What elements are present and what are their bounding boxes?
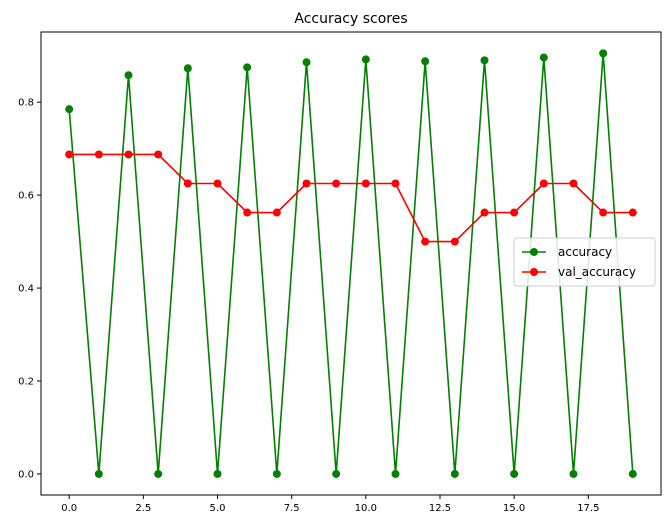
legend-marker	[530, 248, 538, 256]
data-point	[65, 150, 74, 159]
x-tick-label: 2.5	[135, 503, 151, 514]
data-point	[450, 237, 459, 246]
data-point	[480, 208, 489, 217]
data-point	[599, 208, 608, 217]
x-tick-label: 12.5	[429, 503, 451, 514]
series-layer	[65, 49, 637, 478]
legend-item: val_accuracy	[522, 265, 636, 279]
y-tick-label: 0.2	[18, 377, 34, 388]
data-point	[510, 469, 519, 478]
data-point	[421, 57, 430, 66]
x-axis: 0.0 2.5 5.0 7.5 10.0 12.5 15.0 17.5	[61, 495, 599, 514]
data-point	[539, 53, 548, 62]
data-point	[599, 49, 608, 58]
y-tick-label: 0.6	[18, 191, 34, 202]
y-tick-label: 0.0	[18, 469, 34, 480]
data-point	[243, 208, 252, 217]
legend-marker	[530, 268, 538, 276]
series-accuracy	[65, 49, 637, 478]
data-point	[361, 179, 370, 188]
x-tick-label: 17.5	[577, 503, 599, 514]
y-axis: 0.0 0.2 0.4 0.6 0.8	[18, 98, 41, 480]
data-point	[510, 208, 519, 217]
data-point	[480, 56, 489, 65]
data-point	[213, 469, 222, 478]
data-point	[391, 179, 400, 188]
data-point	[539, 179, 548, 188]
data-point	[124, 150, 133, 159]
data-point	[183, 64, 192, 73]
data-point	[302, 58, 311, 67]
data-point	[154, 150, 163, 159]
data-point	[332, 469, 341, 478]
data-point	[302, 179, 311, 188]
data-point	[569, 469, 578, 478]
data-point	[569, 179, 578, 188]
data-point	[272, 469, 281, 478]
data-point	[154, 469, 163, 478]
series-line	[69, 153, 633, 243]
legend-box	[513, 237, 656, 287]
data-point	[628, 469, 637, 478]
data-point	[213, 179, 222, 188]
series-line	[68, 52, 634, 475]
data-point	[361, 55, 370, 64]
data-point	[450, 469, 459, 478]
data-point	[272, 208, 281, 217]
series-val_accuracy	[65, 150, 637, 246]
data-point	[94, 469, 103, 478]
data-point	[391, 469, 400, 478]
data-point	[628, 208, 637, 217]
legend-item: accuracy	[522, 245, 612, 259]
data-point	[421, 237, 430, 246]
x-tick-label: 5.0	[210, 503, 226, 514]
chart-title: Accuracy scores	[294, 11, 407, 27]
data-point	[332, 179, 341, 188]
x-tick-label: 0.0	[61, 503, 77, 514]
data-point	[183, 179, 192, 188]
y-tick-label: 0.8	[18, 98, 34, 109]
data-point	[94, 150, 103, 159]
legend-label: val_accuracy	[558, 265, 636, 279]
x-tick-label: 7.5	[284, 503, 300, 514]
x-tick-label: 10.0	[355, 503, 377, 514]
legend: accuracy val_accuracy	[513, 237, 656, 287]
y-tick-label: 0.4	[18, 284, 34, 295]
data-point	[65, 105, 74, 114]
x-tick-label: 15.0	[503, 503, 525, 514]
legend-label: accuracy	[558, 245, 612, 259]
data-point	[243, 63, 252, 72]
data-point	[124, 71, 133, 80]
plot-area-frame	[40, 31, 662, 496]
